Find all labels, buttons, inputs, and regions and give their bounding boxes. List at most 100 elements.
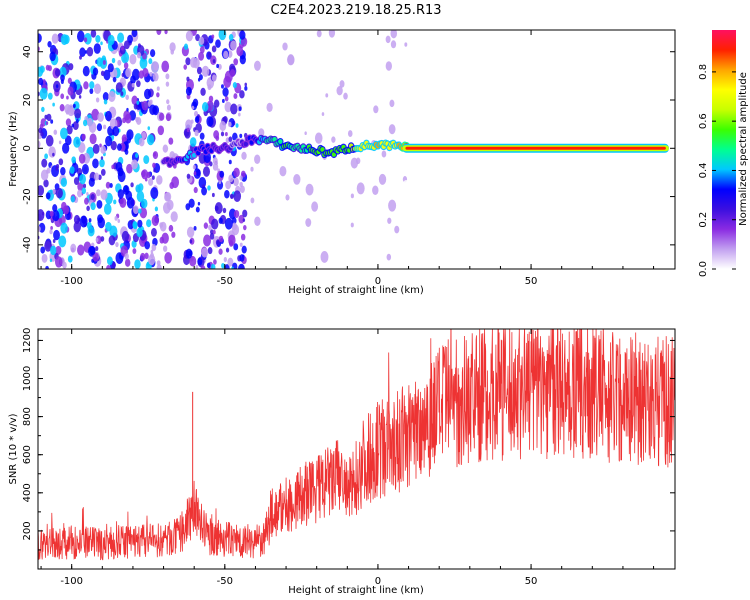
heatmap-cell: [96, 57, 103, 67]
snr-line-layer: [38, 329, 675, 561]
heatmap-cell: [60, 34, 69, 46]
heatmap-cell: [152, 72, 159, 82]
heatmap-cell: [229, 193, 234, 200]
heatmap-cell: [89, 88, 94, 95]
heatmap-cell: [131, 30, 138, 38]
heatmap-cell: [170, 49, 175, 55]
heatmap-cell: [245, 102, 251, 110]
heatmap-cell: [59, 66, 67, 78]
heatmap-cell: [94, 83, 102, 95]
heatmap-cell: [129, 54, 137, 65]
heatmap-cell: [132, 220, 138, 229]
heatmap-cell: [38, 77, 44, 86]
heatmap-cell: [55, 245, 62, 255]
heatmap-cell: [83, 81, 89, 90]
heatmap-cell: [109, 183, 113, 189]
heatmap-cell: [203, 234, 212, 247]
heatmap-cell: [370, 58, 374, 63]
heatmap-cell: [224, 190, 230, 199]
heatmap-cell: [136, 80, 141, 88]
heatmap-cell: [117, 219, 121, 223]
heatmap-cell: [38, 140, 41, 149]
heatmap-cell: [117, 59, 122, 66]
heatmap-cell: [122, 185, 130, 195]
heatmap-cell: [194, 129, 199, 137]
heatmap-cell: [86, 117, 93, 127]
heatmap-cell: [221, 262, 225, 269]
heatmap-cell: [338, 101, 346, 113]
heatmap-cell: [78, 153, 86, 164]
heatmap-cell: [148, 254, 156, 266]
heatmap-cell: [44, 114, 48, 120]
heatmap-cell: [237, 263, 245, 269]
heatmap-cell: [404, 42, 408, 47]
heatmap-cell: [79, 55, 82, 60]
heatmap-cell: [356, 182, 365, 195]
heatmap-cell: [136, 100, 140, 105]
heatmap-cell: [108, 235, 116, 246]
heatmap-cell: [168, 137, 174, 145]
heatmap-cell: [232, 81, 237, 89]
heatmap-cell: [50, 245, 57, 256]
heatmap-cell: [97, 217, 105, 229]
heatmap-cell: [103, 124, 107, 130]
heatmap-cell: [62, 261, 67, 269]
heatmap-cell: [198, 51, 205, 61]
heatmap-cell: [124, 258, 131, 267]
heatmap-cell: [40, 131, 44, 137]
x-tick-label: 50: [525, 576, 538, 587]
heatmap-cell: [203, 222, 209, 229]
heatmap-cell: [229, 69, 236, 78]
heatmap-cell: [152, 162, 156, 169]
heatmap-cell: [79, 47, 86, 57]
heatmap-cell: [138, 70, 145, 79]
heatmap-cell: [207, 51, 212, 58]
heatmap-cell: [193, 186, 198, 194]
heatmap-cell: [90, 202, 96, 211]
heatmap-cell: [89, 246, 96, 256]
heatmap-cell: [141, 169, 149, 180]
heatmap-cell: [244, 86, 248, 91]
heatmap-cell: [38, 33, 42, 43]
heatmap-cell: [385, 61, 392, 71]
heatmap-cell: [136, 190, 145, 203]
heatmap-cell: [96, 189, 101, 197]
ridge-band-core: [405, 146, 666, 150]
heatmap-cell: [112, 126, 120, 137]
colorbar-tick-label: 0.0: [698, 261, 709, 277]
heatmap-cell: [67, 77, 72, 84]
heatmap-cell: [162, 202, 171, 214]
heatmap-cell: [103, 203, 112, 215]
heatmap-cell: [224, 264, 230, 269]
heatmap-cell: [52, 102, 55, 107]
heatmap-cell: [233, 190, 242, 202]
spectrogram-ylabel: Frequency (Hz): [8, 111, 19, 187]
heatmap-cell: [100, 189, 108, 201]
heatmap-cell: [66, 125, 73, 135]
heatmap-cell: [228, 136, 233, 143]
heatmap-cell: [202, 166, 211, 177]
heatmap-cell: [55, 84, 59, 89]
heatmap-cell: [52, 239, 56, 244]
heatmap-cell: [69, 166, 75, 174]
heatmap-cell: [194, 116, 200, 123]
heatmap-cell: [46, 113, 52, 122]
heatmap-cell: [138, 208, 142, 214]
heatmap-cell: [120, 46, 124, 51]
snr-axes-frame: [37, 328, 676, 570]
heatmap-cell: [243, 224, 247, 231]
snr-panel: -100 -50 0 50 200 400 600 800 1000 1200 Height of…: [8, 328, 676, 596]
heatmap-cell: [381, 150, 387, 158]
heatmap-cell: [82, 119, 88, 127]
heatmap-cell: [233, 209, 240, 219]
heatmap-cell: [125, 67, 132, 78]
heatmap-cell: [219, 170, 225, 178]
heatmap-cell: [86, 46, 94, 57]
heatmap-cell: [49, 210, 54, 217]
heatmap-cell: [147, 126, 151, 131]
x-tick-label: -50: [217, 276, 233, 287]
heatmap-cell: [388, 199, 397, 212]
heatmap-cell: [215, 239, 221, 246]
heatmap-cell: [235, 123, 239, 128]
